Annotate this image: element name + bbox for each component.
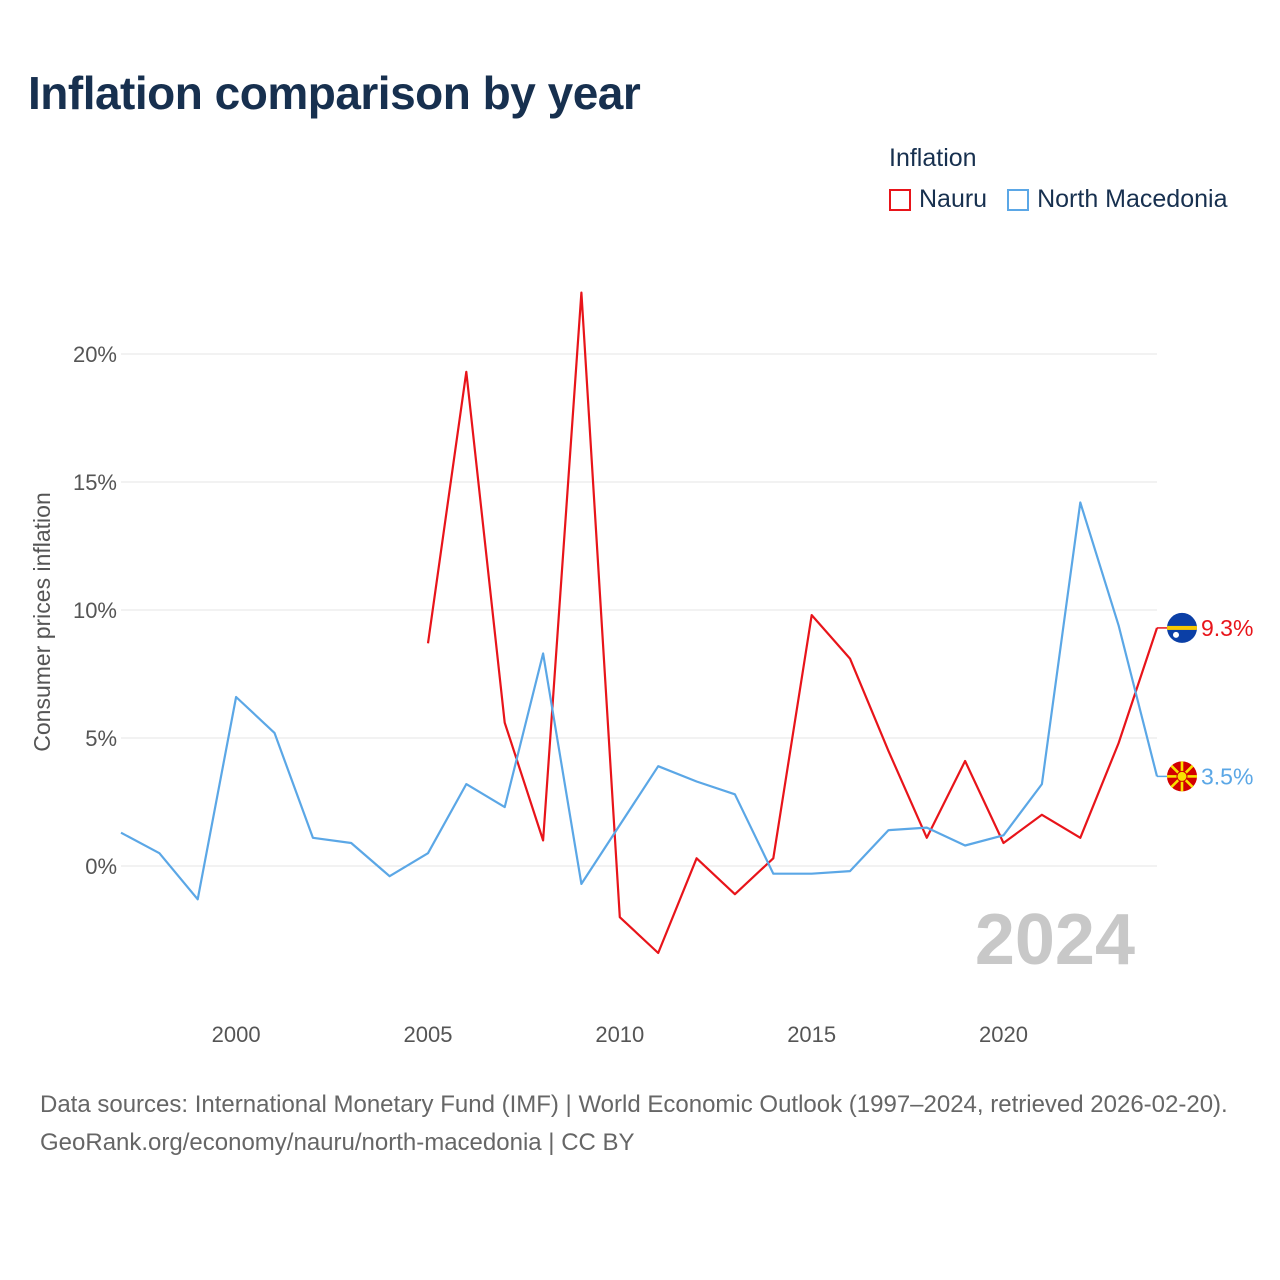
legend-swatch-nauru [889,188,911,211]
end-value-label-nauru: 9.3% [1201,615,1253,641]
x-tick-label: 2010 [595,1022,644,1047]
legend-item-nauru[interactable]: Nauru [889,185,987,214]
y-tick-label: 5% [85,726,117,751]
y-tick-label: 0% [85,854,117,879]
legend-item-north-macedonia[interactable]: North Macedonia [1007,185,1227,214]
credit-link[interactable]: GeoRank.org/economy/nauru/north-macedoni… [40,1129,635,1156]
series-line-north-macedonia [120,501,1159,901]
legend-swatch-north-macedonia [1007,188,1030,211]
y-tick-label: 10% [73,598,117,623]
line-chart: 0% 5% 10% 15% 20% 2000 2005 2010 2015 2020 Consume… [29,291,1253,1047]
series-line-nauru [426,291,1159,955]
legend: Inflation Nauru North Macedonia [889,144,1227,214]
legend-title: Inflation [889,144,977,172]
x-tick-label: 2015 [787,1022,836,1047]
data-sources: Data sources: International Monetary Fun… [40,1091,1228,1118]
end-value-label-north-macedonia: 3.5% [1201,763,1253,789]
chart-title: Inflation comparison by year [28,67,641,119]
y-axis-label: Consumer prices inflation [29,492,55,752]
y-tick-label: 20% [73,342,117,367]
legend-label-north-macedonia: North Macedonia [1037,185,1228,213]
north-macedonia-flag-icon [1167,761,1197,792]
x-tick-label: 2005 [403,1022,452,1047]
current-year-watermark: 2024 [975,900,1135,980]
y-tick-label: 15% [73,470,117,495]
footer: Data sources: International Monetary Fun… [40,1086,1250,1162]
nauru-flag-icon [1167,612,1197,643]
x-tick-label: 2000 [212,1022,261,1047]
legend-label-nauru: Nauru [919,185,988,213]
x-tick-label: 2020 [979,1022,1028,1047]
